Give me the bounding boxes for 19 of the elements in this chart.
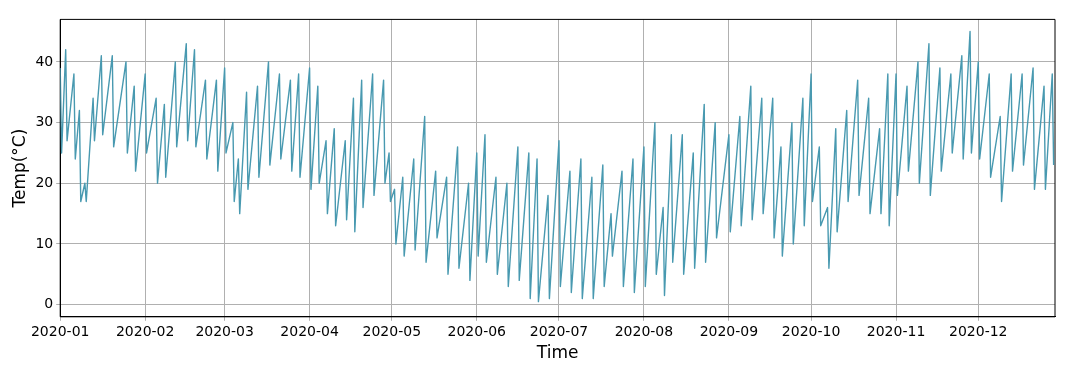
x-tick-label: 2020-10 xyxy=(781,322,841,339)
x-tick-label: 2020-03 xyxy=(195,322,254,339)
x-tick-label: 2020-09 xyxy=(699,322,759,339)
y-tick-label: 40 xyxy=(35,52,54,69)
x-tick-label: 2020-08 xyxy=(614,322,674,339)
y-tick-label: 0 xyxy=(44,295,54,312)
x-tick-label: 2020-04 xyxy=(280,322,339,339)
x-tick-label: 2020-06 xyxy=(447,322,507,339)
y-tick-label: 10 xyxy=(35,234,54,251)
x-tick-label: 2020-12 xyxy=(949,322,1008,339)
x-tick-label: 2020-11 xyxy=(866,322,926,339)
y-tick-label: 30 xyxy=(35,113,54,130)
x-axis-title: Time xyxy=(535,342,579,363)
x-tick-label: 2020-07 xyxy=(529,322,589,339)
y-tick-label: 20 xyxy=(35,173,54,190)
x-tick-label: 2020-01 xyxy=(30,322,90,339)
y-axis-title: Temp(°C) xyxy=(8,128,29,209)
x-tick-label: 2020-05 xyxy=(362,322,422,339)
x-tick-label: 2020-02 xyxy=(115,322,175,339)
